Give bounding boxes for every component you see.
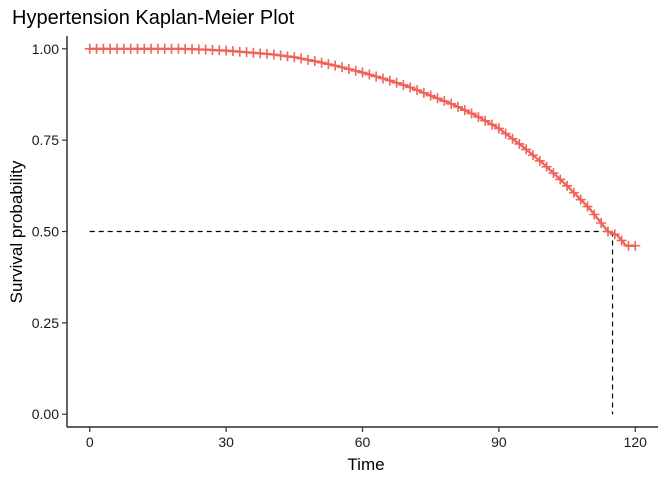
censor-mark xyxy=(500,128,511,139)
censor-mark xyxy=(405,82,416,93)
censor-mark xyxy=(548,168,559,179)
x-tick-label: 0 xyxy=(86,434,94,450)
censor-mark xyxy=(555,174,566,185)
censor-mark xyxy=(330,60,341,71)
censor-mark xyxy=(616,235,627,246)
censor-mark xyxy=(275,50,286,61)
censor-mark xyxy=(282,51,293,62)
chart-title: Hypertension Kaplan-Meier Plot xyxy=(12,7,295,29)
censor-mark xyxy=(514,138,525,149)
censor-mark xyxy=(575,194,586,205)
censor-mark xyxy=(371,71,382,82)
censor-mark xyxy=(343,64,354,75)
censor-mark xyxy=(391,77,402,88)
censor-mark xyxy=(507,133,518,144)
x-tick-label: 30 xyxy=(218,434,234,450)
censor-mark xyxy=(541,161,552,172)
censor-mark xyxy=(480,115,491,126)
censor-mark xyxy=(473,111,484,122)
censor-mark xyxy=(364,69,375,80)
censor-mark xyxy=(466,108,477,119)
censor-mark xyxy=(357,67,368,78)
survival-curve xyxy=(88,47,637,247)
x-tick-label: 60 xyxy=(355,434,371,450)
censor-mark xyxy=(289,52,300,63)
censor-mark xyxy=(268,49,279,60)
plot-area xyxy=(84,43,641,415)
censor-mark xyxy=(398,79,409,90)
censor-mark xyxy=(439,96,450,107)
x-axis-title: Time xyxy=(347,455,384,474)
censor-mark xyxy=(418,87,429,98)
censor-mark xyxy=(630,240,641,251)
censor-mark xyxy=(425,90,436,101)
censor-mark xyxy=(309,56,320,67)
censor-mark xyxy=(432,93,443,104)
censor-mark xyxy=(487,119,498,130)
censor-mark xyxy=(527,150,538,161)
censor-mark xyxy=(609,229,620,240)
y-tick-label: 0.25 xyxy=(32,315,59,331)
censor-mark xyxy=(412,85,423,96)
censor-mark xyxy=(452,101,463,112)
censor-mark xyxy=(562,180,573,191)
y-tick-label: 0.00 xyxy=(32,406,59,422)
censor-mark xyxy=(596,218,607,228)
censor-mark xyxy=(337,62,348,73)
x-tick-label: 90 xyxy=(491,434,507,450)
censor-mark xyxy=(316,57,327,68)
censor-mark xyxy=(602,226,613,237)
censor-mark xyxy=(459,105,470,116)
censor-mark xyxy=(582,201,593,212)
censor-mark xyxy=(323,59,334,70)
censor-mark xyxy=(446,98,457,109)
censor-mark xyxy=(384,75,395,86)
censor-mark xyxy=(568,187,579,198)
y-tick-label: 1.00 xyxy=(32,41,59,57)
censor-mark xyxy=(589,209,600,220)
x-tick-label: 120 xyxy=(624,434,648,450)
censor-mark xyxy=(377,73,388,84)
censor-mark xyxy=(296,53,307,64)
y-tick-label: 0.50 xyxy=(32,224,59,240)
censor-marks xyxy=(84,43,641,251)
censor-mark xyxy=(302,54,313,65)
censor-mark xyxy=(534,155,545,166)
axes: 0 30 60 90 120 0.00 0.25 0.50 0.75 1.00 xyxy=(32,36,658,450)
censor-mark xyxy=(493,123,504,134)
y-axis-title: Survival probability xyxy=(7,160,26,303)
censor-mark xyxy=(350,65,361,76)
y-tick-label: 0.75 xyxy=(32,132,59,148)
censor-mark xyxy=(521,144,532,155)
